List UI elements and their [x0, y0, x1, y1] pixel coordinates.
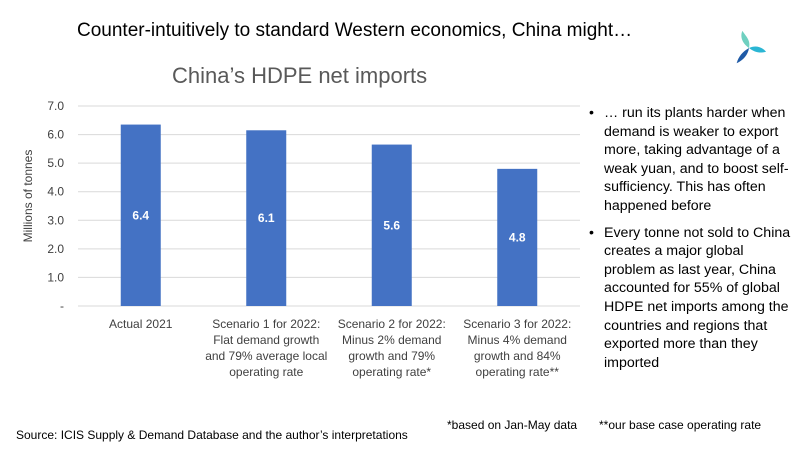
slide-title: Counter-intuitively to standard Western … [77, 20, 633, 41]
x-tick-label-line: Actual 2021 [109, 317, 173, 331]
bullet-marker: • [589, 105, 594, 121]
bullet-text: Every tonne not sold to China creates a … [604, 224, 791, 371]
data-label: 4.8 [509, 230, 526, 244]
x-tick-label-line: operating rate* [352, 365, 431, 379]
data-label: 5.6 [383, 218, 400, 232]
footnote-base-case: **our base case operating rate [599, 418, 762, 432]
x-tick-label: Scenario 1 for 2022: Flat demand growth an… [205, 317, 327, 379]
bullet-item: • … run its plants harder when demand is… [587, 104, 797, 216]
bullet-list: • … run its plants harder when demand is… [587, 104, 797, 380]
x-tick-label-line: growth and 79% [348, 349, 435, 363]
y-tick-label: 1.0 [47, 270, 64, 284]
x-tick-label-line: operating rate** [476, 365, 560, 379]
bar [497, 168, 538, 306]
x-tick-label-line: Minus 4% demand [468, 333, 567, 347]
y-tick-label: 6.0 [47, 128, 64, 142]
y-tick-label: - [60, 299, 64, 313]
footnote-jan-may: *based on Jan-May data [447, 418, 578, 432]
x-tick-label: Scenario 3 for 2022: Minus 4% demand growt… [463, 317, 571, 379]
y-tick-label: 3.0 [47, 213, 64, 227]
y-tick-label: 2.0 [47, 242, 64, 256]
x-tick-label-line: Scenario 3 for 2022: [463, 317, 571, 331]
company-logo-icon [736, 30, 767, 64]
y-tick-label: 7.0 [47, 99, 64, 113]
x-tick-label-line: Flat demand growth [213, 333, 319, 347]
bullet-text: … run its plants harder when demand is w… [604, 105, 789, 214]
x-tick-label-line: Scenario 1 for 2022: [212, 317, 320, 331]
data-label: 6.1 [258, 211, 275, 225]
bullet-marker: • [589, 224, 594, 241]
x-tick-label-line: Scenario 2 for 2022: [338, 317, 446, 331]
chart-title: China’s HDPE net imports [172, 63, 428, 88]
x-tick-label-line: growth and 84% [474, 349, 561, 363]
x-tick-label: Actual 2021 [109, 317, 173, 331]
x-tick-label-line: Minus 2% demand [342, 333, 441, 347]
x-tick-label-line: operating rate [229, 365, 303, 379]
data-label: 6.4 [132, 208, 149, 222]
bar-chart: - 1.0 2.0 3.0 4.0 5.0 6.0 7.0 6.4 Actual 2021 6.1 S… [47, 99, 580, 379]
bar [120, 124, 161, 306]
bar [246, 130, 287, 306]
source-note: Source: ICIS Supply & Demand Database an… [16, 428, 408, 442]
y-tick-label: 5.0 [47, 156, 64, 170]
x-tick-label: Scenario 2 for 2022: Minus 2% demand growt… [338, 317, 446, 379]
bullet-item: • Every tonne not sold to China creates … [587, 224, 797, 373]
bar [371, 144, 412, 306]
y-tick-label: 4.0 [47, 185, 64, 199]
x-tick-label-line: and 79% average local [205, 349, 327, 363]
